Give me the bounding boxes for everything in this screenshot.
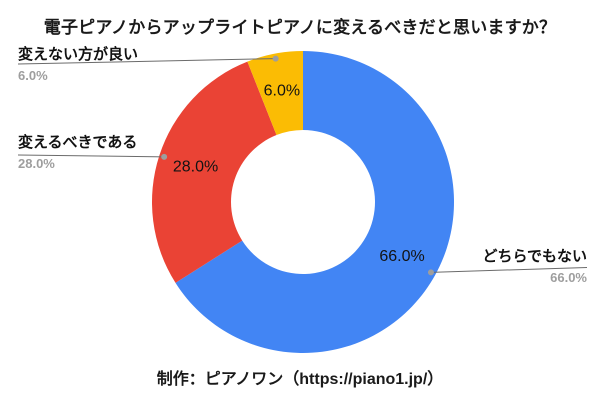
leader-dot-1 [161, 153, 168, 160]
callout-percent: 6.0% [18, 68, 48, 83]
pie-slice-1 [152, 61, 277, 283]
callout-percent: 28.0% [18, 156, 55, 171]
callout-label: 変えるべきである [18, 134, 138, 151]
callout-label: 変えない方が良い [18, 46, 139, 63]
chart-title: 電子ピアノからアップライトピアノに変えるべきだと思いますか？ [43, 18, 557, 37]
callout-label: どちらでもない [482, 248, 587, 265]
pie-slice-2 [247, 51, 303, 136]
source-caption: 制作：ピアノワン（https://piano1.jp/） [156, 371, 444, 388]
slice-percent-label-1: 28.0% [173, 159, 218, 176]
leader-line-0 [430, 267, 588, 273]
callout-percent: 66.0% [550, 270, 587, 285]
leader-line-2 [17, 58, 276, 65]
slice-percent-label-2: 6.0% [264, 83, 300, 100]
callout-dochira-demo-nai: どちらでもない 66.0% [482, 249, 587, 286]
callout-kaenai-hou-ga-yoi: 変えない方が良い 6.0% [18, 47, 138, 84]
callout-kaeru-beki-de-aru: 変えるべきである 28.0% [18, 135, 137, 172]
leader-dot-0 [427, 269, 434, 276]
pie-slice-0 [175, 51, 455, 353]
slice-percent-label-0: 66.0% [379, 248, 424, 265]
leader-dot-2 [272, 55, 279, 62]
leader-line-1 [17, 154, 165, 158]
